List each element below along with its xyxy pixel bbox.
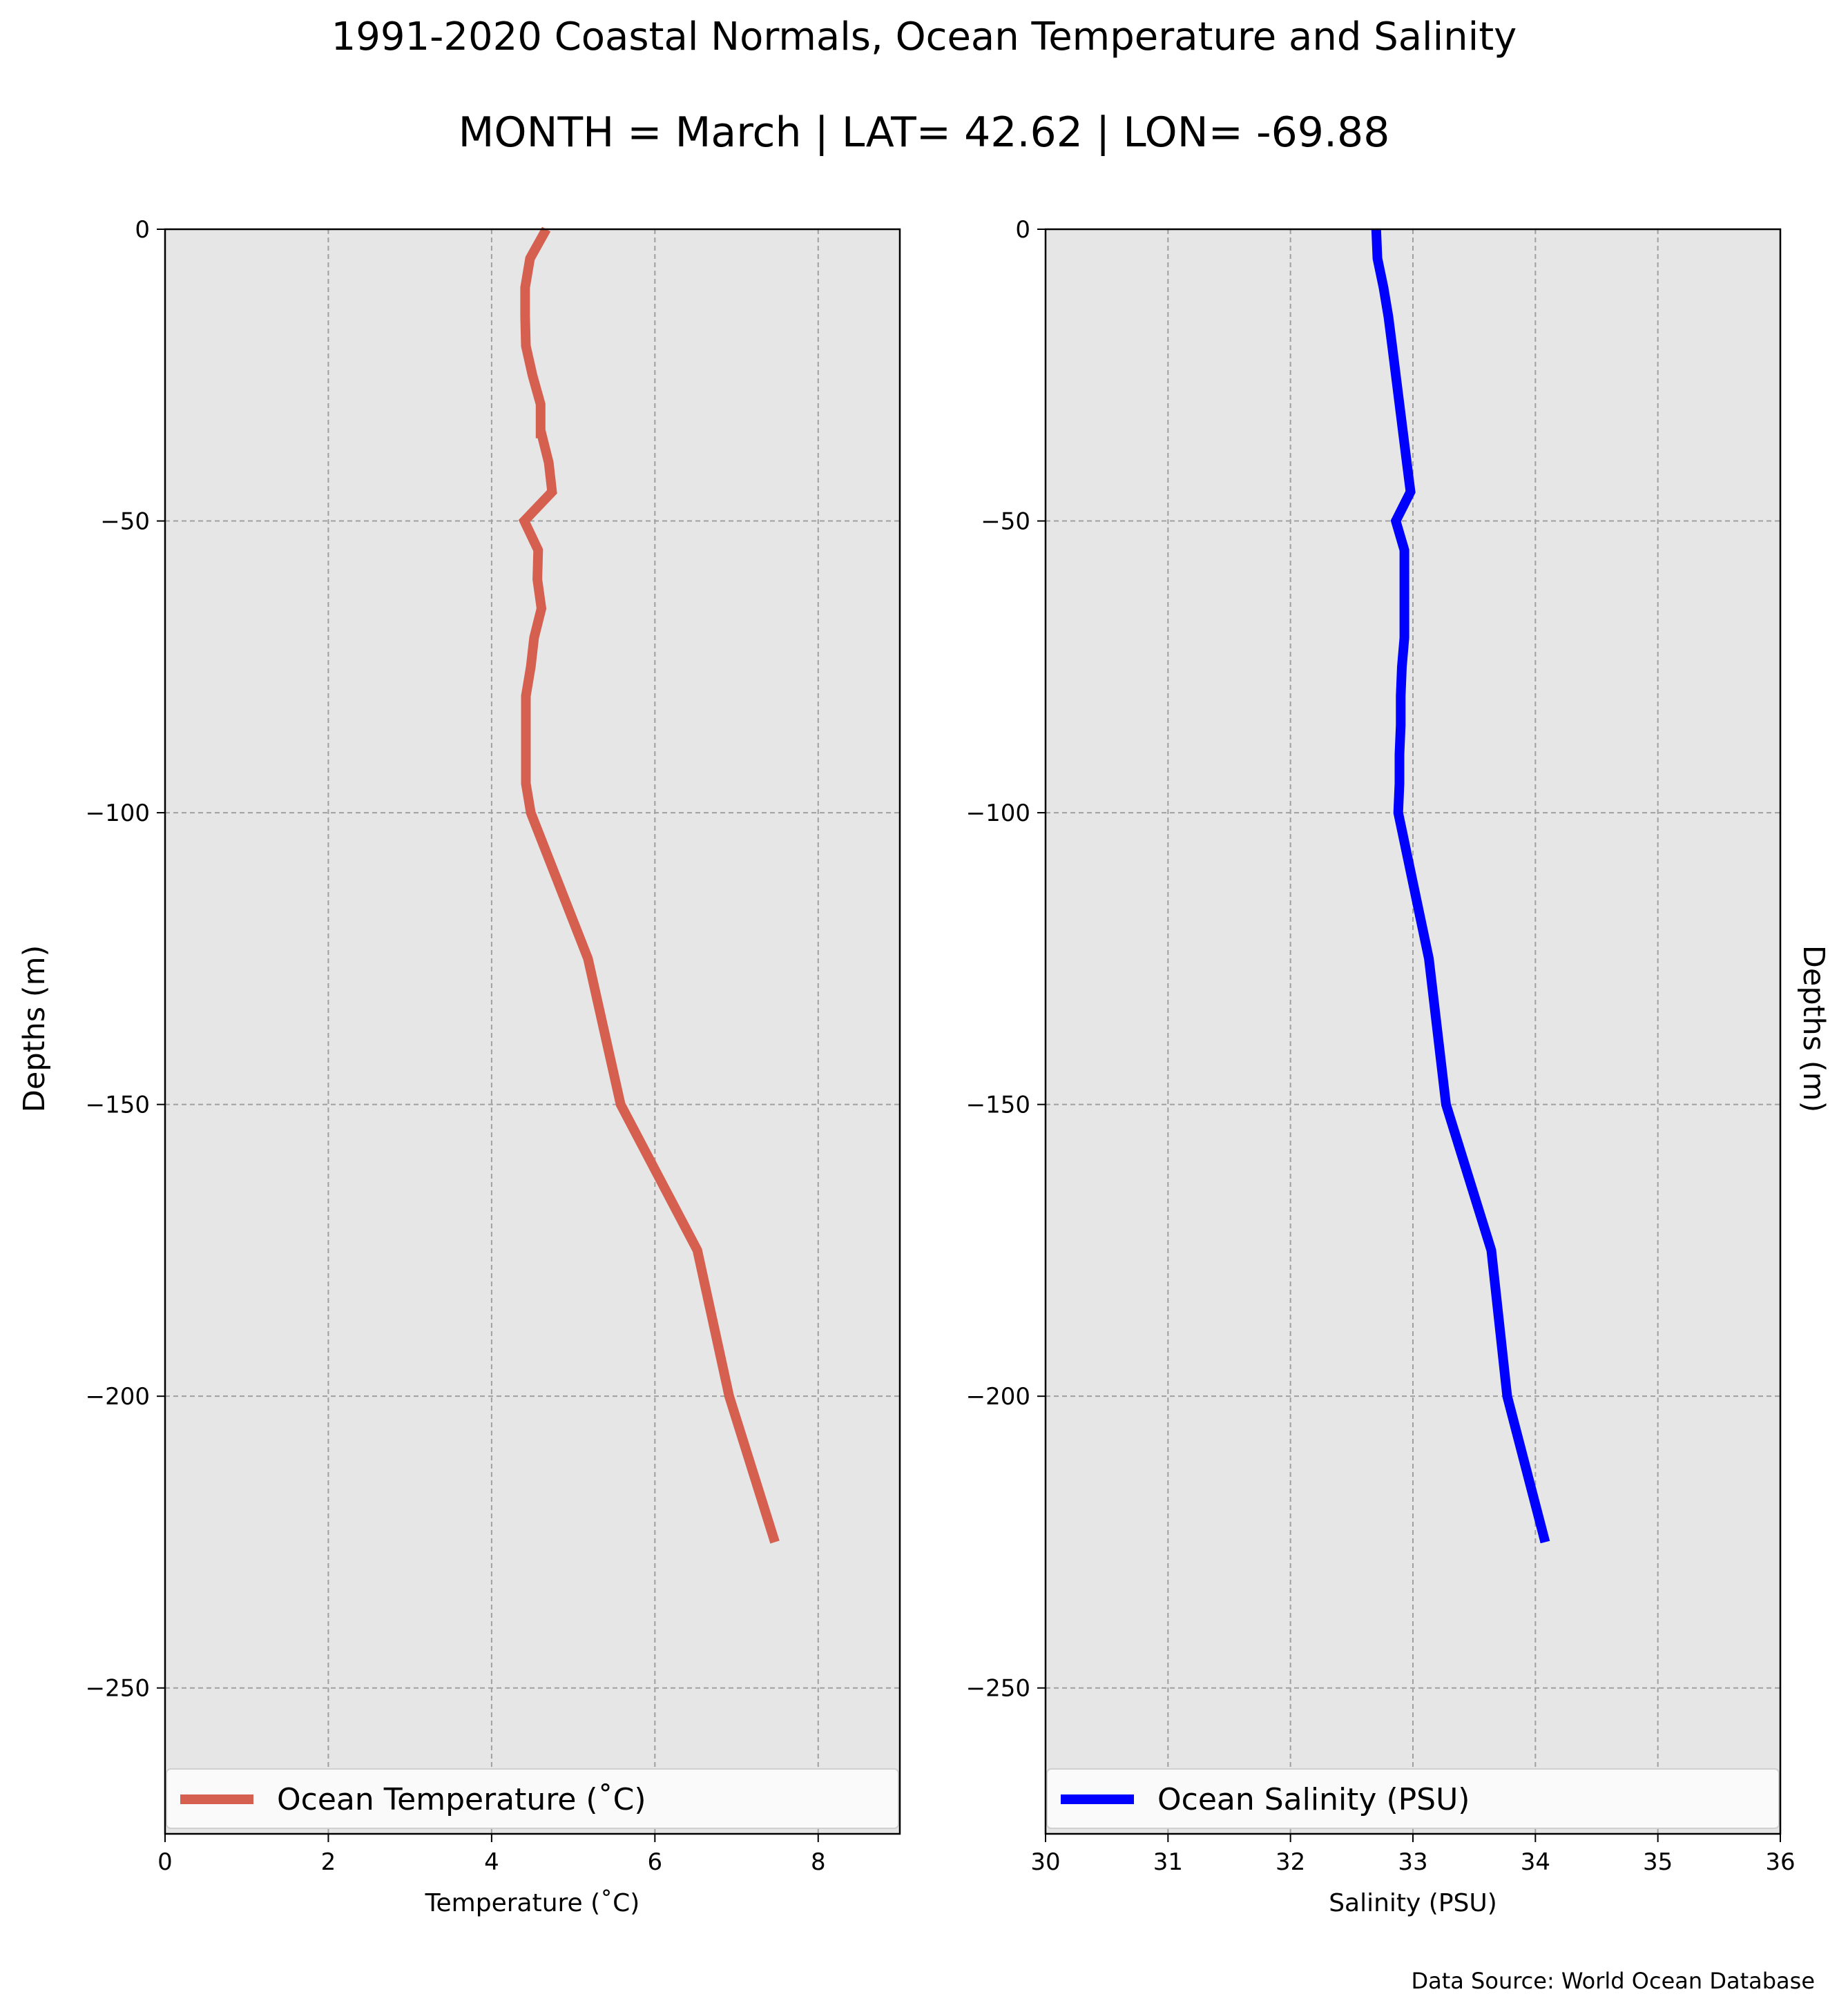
x-tick-label: 6 — [648, 1848, 663, 1876]
x-tick-label: 33 — [1398, 1848, 1427, 1876]
x-tick-label: 0 — [157, 1848, 173, 1876]
y-tick-label: −50 — [100, 508, 150, 536]
temperature-x-axis-label: Temperature (˚C) — [425, 1889, 640, 1917]
y-tick-label: −100 — [966, 800, 1030, 827]
x-tick-label: 35 — [1643, 1848, 1673, 1876]
salinity-x-axis-label: Salinity (PSU) — [1329, 1889, 1497, 1917]
x-tick-label: 32 — [1276, 1848, 1305, 1876]
x-tick-label: 34 — [1521, 1848, 1550, 1876]
y-tick-label: −250 — [966, 1675, 1030, 1703]
temperature-panel: Ocean Temperature (˚C) 0 2 4 6 8 0 −50 −100 −150 −… — [86, 216, 901, 1917]
x-tick-label: 36 — [1765, 1848, 1795, 1876]
chart-title: 1991-2020 Coastal Normals, Ocean Tempera… — [331, 14, 1517, 59]
y-tick-label: −150 — [86, 1092, 150, 1119]
temperature-profile-line — [518, 226, 780, 1544]
x-tick-label: 4 — [484, 1848, 499, 1876]
y-tick-label: 0 — [135, 216, 150, 244]
x-tick-label: 2 — [321, 1848, 336, 1876]
y-tick-label: −50 — [981, 508, 1030, 536]
chart-subtitle: MONTH = March | LAT= 42.62 | LON= -69.88 — [459, 108, 1390, 157]
plot-background — [165, 229, 900, 1834]
y-tick-label: −200 — [966, 1383, 1030, 1411]
temperature-legend: Ocean Temperature (˚C) — [166, 1768, 899, 1829]
right-y-axis-label: Depths (m) — [1796, 945, 1831, 1112]
data-source-note: Data Source: World Ocean Database — [1411, 1968, 1815, 1994]
salinity-legend: Ocean Salinity (PSU) — [1046, 1768, 1780, 1829]
salinity-profile-line — [1371, 229, 1550, 1544]
legend-box — [1046, 1768, 1780, 1829]
legend-label: Ocean Temperature (˚C) — [277, 1782, 646, 1817]
legend-box — [166, 1768, 899, 1829]
x-tick-label: 31 — [1153, 1848, 1183, 1876]
x-tick-label: 8 — [811, 1848, 826, 1876]
y-tick-label: −250 — [86, 1675, 150, 1703]
y-tick-label: −150 — [966, 1092, 1030, 1119]
y-tick-label: 0 — [1015, 216, 1030, 244]
salinity-panel: Ocean Salinity (PSU) 30 31 32 33 34 35 36 0 −50 −1… — [966, 216, 1796, 1917]
legend-label: Ocean Salinity (PSU) — [1157, 1782, 1470, 1817]
left-y-axis-label: Depths (m) — [17, 945, 52, 1112]
x-tick-label: 30 — [1030, 1848, 1060, 1876]
axes-frame — [164, 228, 901, 1835]
y-tick-label: −200 — [86, 1383, 150, 1411]
y-tick-label: −100 — [86, 800, 150, 827]
